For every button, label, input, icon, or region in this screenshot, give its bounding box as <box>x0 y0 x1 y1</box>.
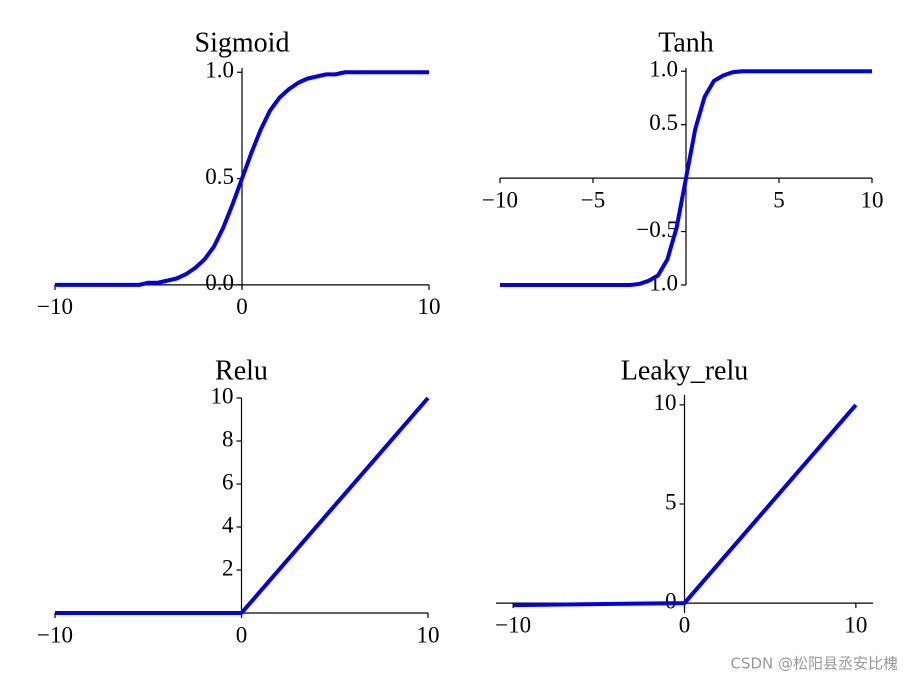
chart-title: Tanh <box>658 27 714 58</box>
y-tick-label: 0.0 <box>205 270 234 295</box>
subplot: Sigmoid 0.0 0.5 1.0 −10 0 10 <box>37 27 440 319</box>
x-tick-label: 10 <box>418 294 441 319</box>
y-tick-label: 0 <box>665 588 677 613</box>
y-tick-label: 0.5 <box>649 110 678 135</box>
x-tick-label: 10 <box>844 612 867 637</box>
x-tick-label: −10 <box>37 294 73 319</box>
y-tick-label: 8 <box>222 426 234 451</box>
x-tick-label: −10 <box>482 187 518 212</box>
y-tick-label: 1.0 <box>649 56 678 81</box>
chart-title: Relu <box>215 355 268 386</box>
x-tick-label: 0 <box>236 294 248 319</box>
subplot: Leaky_relu 0 5 10 −10 0 10 <box>495 355 873 637</box>
y-tick-label: 5 <box>665 489 677 514</box>
data-line <box>55 70 429 287</box>
watermark: CSDN @松阳县丞安比槐 <box>730 655 898 673</box>
data-line <box>500 69 872 287</box>
data-line <box>513 403 858 608</box>
y-tick-label: 1.0 <box>205 58 234 83</box>
x-tick-label: 10 <box>861 187 884 212</box>
x-tick-label: 5 <box>773 187 785 212</box>
subplot: Relu 2 4 6 8 10 −10 0 10 <box>37 355 439 647</box>
y-tick-label: −0.5 <box>636 217 678 242</box>
x-tick-label: 10 <box>417 622 440 647</box>
chart-title: Leaky_relu <box>621 355 749 386</box>
x-tick-label: 0 <box>236 622 248 647</box>
y-tick-label: 6 <box>222 469 234 494</box>
x-tick-label: −10 <box>495 612 531 637</box>
x-tick-label: 0 <box>679 612 691 637</box>
y-tick-label: 10 <box>211 383 234 408</box>
y-tick-label: 0.5 <box>205 164 234 189</box>
data-line <box>55 396 430 615</box>
y-tick-label: 10 <box>654 390 677 415</box>
y-tick-label: 2 <box>222 555 234 580</box>
y-tick-label: 4 <box>222 512 234 537</box>
subplot: Tanh−1.0−0.50.51.0−10 −5 5 10 <box>482 27 883 295</box>
chart-title: Sigmoid <box>195 27 290 58</box>
x-tick-label: −10 <box>37 622 73 647</box>
x-tick-label: −5 <box>581 187 605 212</box>
